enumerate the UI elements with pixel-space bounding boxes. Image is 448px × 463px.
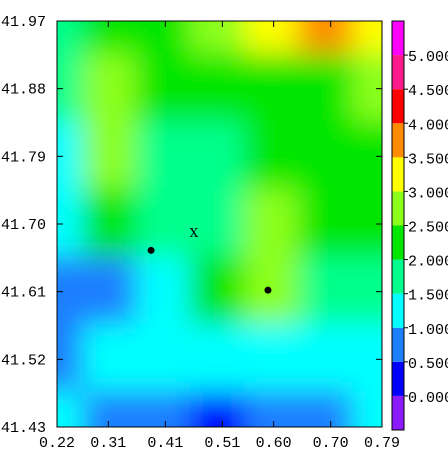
field-cell <box>135 52 195 125</box>
colorbar-label: 0.000 <box>408 390 448 407</box>
field-cell <box>57 391 87 427</box>
plot-area <box>57 21 382 427</box>
x-tick-label: 0.22 <box>39 435 75 452</box>
colorbar-band <box>392 225 404 260</box>
x-tick-label: 0.51 <box>204 435 240 452</box>
y-tick-label: 41.52 <box>1 352 46 369</box>
field-cell <box>244 21 304 57</box>
colorbar-band <box>392 157 404 192</box>
colorbar-band <box>392 327 404 362</box>
field-cell <box>298 391 358 427</box>
x-tick-label: 0.60 <box>256 435 292 452</box>
contour-field <box>57 21 382 427</box>
y-tick-label: 41.61 <box>1 285 46 302</box>
field-cell <box>135 21 195 57</box>
field-cell <box>298 120 358 193</box>
field-cell <box>244 120 304 193</box>
marker-cross-label: X <box>190 226 199 240</box>
field-cell <box>189 120 250 193</box>
field-cell <box>244 188 304 260</box>
field-cell <box>82 188 142 260</box>
field-cell <box>189 21 250 57</box>
field-cell <box>298 52 358 125</box>
colorbar-band <box>392 293 404 328</box>
field-cell <box>298 188 358 260</box>
field-cell <box>57 21 87 57</box>
field-cell <box>135 188 195 260</box>
x-tick-label: 0.41 <box>147 435 183 452</box>
colorbar-band <box>392 89 404 124</box>
field-cell <box>298 323 358 396</box>
colorbar-band <box>392 55 404 90</box>
y-tick-label: 41.97 <box>1 14 46 31</box>
field-cell <box>135 323 195 396</box>
x-axis: 0.22 0.31 0.41 0.51 0.60 0.70 0.79 <box>39 21 400 452</box>
field-cell <box>82 255 142 328</box>
field-cell <box>189 255 250 328</box>
colorbar-label: 1.500 <box>408 288 448 305</box>
colorbar-label: 1.000 <box>408 322 448 339</box>
colorbar-label: 0.500 <box>408 356 448 373</box>
field-cell <box>244 52 304 125</box>
field-cell <box>298 255 358 328</box>
colorbar-label: 5.000 <box>408 49 448 66</box>
field-cell <box>189 188 250 260</box>
field-cell <box>135 120 195 193</box>
x-tick-label: 0.70 <box>313 435 349 452</box>
colorbar-band <box>392 21 404 56</box>
field-cell <box>135 255 195 328</box>
colorbar-label: 3.000 <box>408 185 448 202</box>
colorbar-label: 3.500 <box>408 151 448 168</box>
colorbar-band <box>392 259 404 294</box>
field-cell <box>189 323 250 396</box>
field-cell <box>189 52 250 125</box>
field-cell <box>82 21 142 57</box>
colorbar-label: 4.500 <box>408 83 448 100</box>
x-tick-label: 0.79 <box>364 435 400 452</box>
marker-point <box>264 286 272 294</box>
y-tick-label: 41.79 <box>1 149 46 166</box>
field-cell <box>189 391 250 427</box>
field-cell <box>82 391 142 427</box>
colorbar-label: 2.500 <box>408 220 448 237</box>
colorbar-label: 2.000 <box>408 254 448 271</box>
colorbar: 0.000 0.500 1.000 1.500 2.000 2.500 3.000 3.500… <box>391 20 448 431</box>
colorbar-band <box>392 361 404 396</box>
field-cell <box>82 120 142 193</box>
colorbar-label: 4.000 <box>408 117 448 134</box>
colorbar-band <box>392 191 404 226</box>
y-tick-label: 41.43 <box>1 420 46 437</box>
colorbar-band <box>392 395 404 430</box>
y-axis: 41.97 41.88 41.79 41.70 41.61 41.52 41.43 <box>1 14 382 437</box>
field-cell <box>352 391 382 427</box>
field-cell <box>298 21 358 57</box>
marker-point <box>147 246 155 254</box>
x-tick-label: 0.31 <box>90 435 126 452</box>
field-cell <box>244 255 304 328</box>
field-cell <box>244 323 304 396</box>
y-tick-label: 41.88 <box>1 82 46 99</box>
field-cell <box>352 21 382 57</box>
field-cell <box>82 52 142 125</box>
y-tick-label: 41.70 <box>1 217 46 234</box>
colorbar-band <box>392 123 404 158</box>
field-cell <box>82 323 142 396</box>
